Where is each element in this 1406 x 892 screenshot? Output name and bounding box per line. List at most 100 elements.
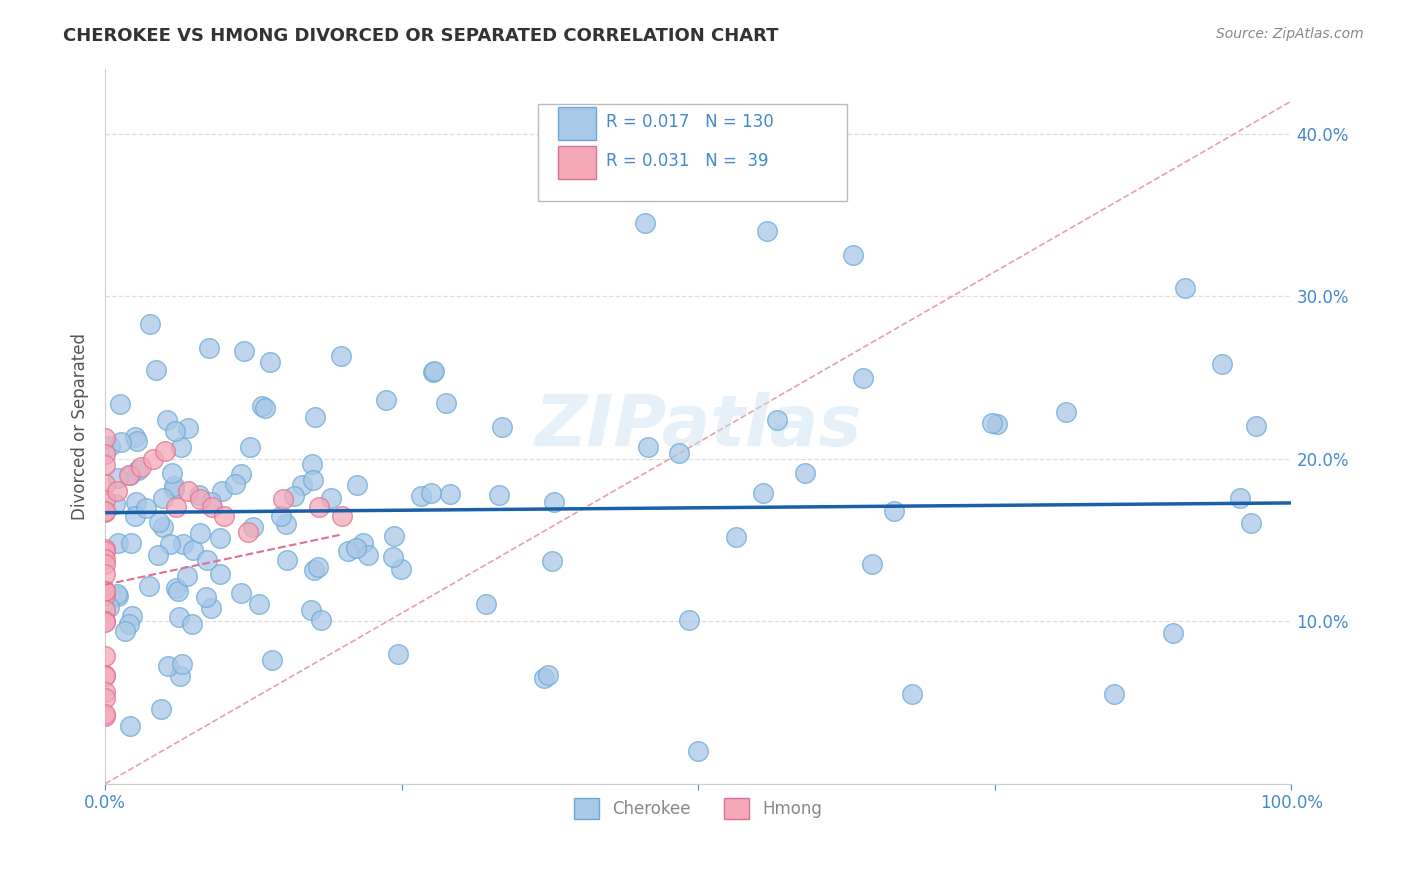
Point bbox=[94, 602, 117, 616]
Point bbox=[242, 520, 264, 534]
Point bbox=[94, 668, 117, 682]
Point bbox=[94, 541, 117, 556]
Point bbox=[688, 744, 710, 758]
Point bbox=[94, 588, 117, 602]
Point bbox=[882, 504, 904, 518]
Point bbox=[200, 494, 222, 508]
Point bbox=[165, 500, 187, 515]
Point bbox=[94, 543, 117, 558]
Point bbox=[299, 603, 322, 617]
FancyBboxPatch shape bbox=[558, 145, 596, 178]
Point bbox=[533, 671, 555, 685]
Text: CHEROKEE VS HMONG DIVORCED OR SEPARATED CORRELATION CHART: CHEROKEE VS HMONG DIVORCED OR SEPARATED … bbox=[63, 27, 779, 45]
Point bbox=[308, 500, 330, 515]
Point bbox=[200, 601, 222, 615]
Point bbox=[1174, 281, 1197, 295]
Point bbox=[94, 649, 117, 664]
Point bbox=[276, 553, 298, 567]
Point bbox=[94, 685, 117, 699]
Point bbox=[270, 509, 292, 524]
Point bbox=[169, 669, 191, 683]
Point bbox=[375, 393, 398, 408]
Point bbox=[422, 365, 444, 379]
Point bbox=[163, 482, 186, 496]
Point bbox=[411, 489, 433, 503]
Point bbox=[107, 536, 129, 550]
Point bbox=[352, 535, 374, 549]
Point bbox=[94, 614, 117, 628]
Point bbox=[209, 532, 232, 546]
Point bbox=[488, 488, 510, 502]
Point bbox=[330, 349, 353, 363]
Point bbox=[176, 569, 198, 583]
Point bbox=[197, 553, 219, 567]
Point bbox=[108, 396, 131, 410]
Point bbox=[152, 491, 174, 505]
Point bbox=[94, 709, 117, 723]
Point bbox=[94, 707, 117, 722]
Point bbox=[756, 224, 779, 238]
Point bbox=[332, 508, 354, 523]
Point bbox=[107, 471, 129, 485]
Text: Source: ZipAtlas.com: Source: ZipAtlas.com bbox=[1216, 27, 1364, 41]
Point bbox=[1211, 357, 1233, 371]
Point bbox=[121, 608, 143, 623]
Point bbox=[232, 344, 254, 359]
Point bbox=[491, 419, 513, 434]
Point bbox=[170, 657, 193, 671]
Point bbox=[382, 549, 405, 564]
Point bbox=[841, 248, 863, 262]
Point bbox=[129, 459, 152, 474]
Point bbox=[229, 467, 252, 481]
Point bbox=[198, 341, 221, 355]
Legend: Cherokee, Hmong: Cherokee, Hmong bbox=[568, 792, 830, 825]
Point bbox=[725, 530, 748, 544]
Point bbox=[94, 492, 117, 507]
Point bbox=[156, 413, 179, 427]
Point bbox=[172, 537, 194, 551]
Point bbox=[138, 317, 160, 331]
Point bbox=[94, 476, 117, 491]
Point bbox=[543, 495, 565, 509]
Point bbox=[302, 562, 325, 576]
Point bbox=[118, 468, 141, 483]
Point bbox=[152, 519, 174, 533]
Point bbox=[94, 458, 117, 472]
Point bbox=[94, 552, 117, 566]
Point bbox=[153, 443, 176, 458]
Point bbox=[224, 477, 246, 491]
Point bbox=[678, 613, 700, 627]
Point bbox=[170, 440, 193, 454]
Point bbox=[860, 558, 883, 572]
Point bbox=[160, 466, 183, 480]
Point bbox=[125, 495, 148, 509]
Point bbox=[1244, 419, 1267, 434]
Point bbox=[382, 529, 405, 543]
Point bbox=[148, 516, 170, 530]
Point bbox=[304, 409, 326, 424]
Point bbox=[94, 583, 117, 598]
Point bbox=[1102, 687, 1125, 701]
Point bbox=[389, 562, 412, 576]
Point bbox=[118, 719, 141, 733]
Point bbox=[94, 504, 117, 518]
Point bbox=[127, 434, 149, 448]
FancyBboxPatch shape bbox=[538, 104, 846, 201]
Point bbox=[852, 371, 875, 385]
Point bbox=[274, 517, 297, 532]
Point bbox=[177, 421, 200, 435]
Point bbox=[167, 609, 190, 624]
Point bbox=[118, 617, 141, 632]
Point bbox=[344, 541, 367, 556]
Point bbox=[94, 615, 117, 630]
Point bbox=[156, 659, 179, 673]
Point bbox=[181, 543, 204, 558]
Point bbox=[94, 567, 117, 582]
Point bbox=[247, 597, 270, 611]
Point bbox=[105, 484, 128, 499]
Point bbox=[212, 508, 235, 523]
Point bbox=[668, 445, 690, 459]
Point bbox=[387, 647, 409, 661]
Point bbox=[135, 501, 157, 516]
Point bbox=[94, 691, 117, 706]
